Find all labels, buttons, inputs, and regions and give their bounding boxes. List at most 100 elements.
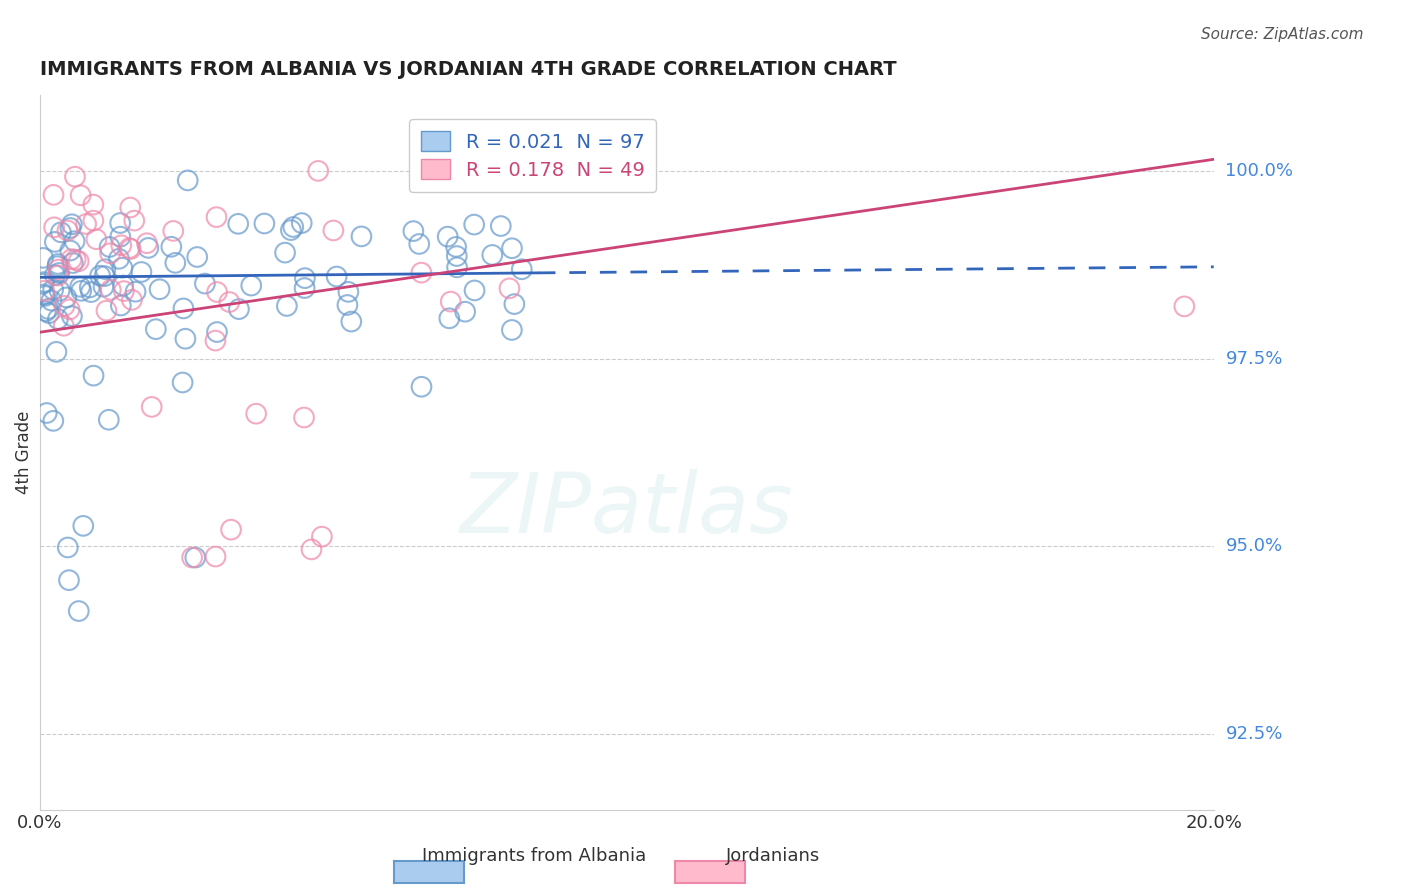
Point <box>181 550 204 565</box>
Point <box>218 295 240 310</box>
Point <box>307 164 329 178</box>
Text: 97.5%: 97.5% <box>1226 350 1282 368</box>
Point <box>98 240 121 254</box>
Point <box>112 284 135 298</box>
Point <box>93 269 115 284</box>
Point <box>69 280 91 294</box>
Point <box>498 281 520 295</box>
Point <box>145 322 167 336</box>
Point <box>121 293 143 307</box>
Point <box>48 266 70 280</box>
Point <box>240 278 263 293</box>
Point <box>226 217 249 231</box>
Point <box>108 216 131 230</box>
Text: Source: ZipAtlas.com: Source: ZipAtlas.com <box>1201 27 1364 42</box>
Point <box>44 235 66 249</box>
Point <box>48 284 70 298</box>
Point <box>439 311 461 326</box>
Text: 92.5%: 92.5% <box>1226 725 1282 743</box>
Point <box>32 284 55 298</box>
Point <box>177 173 200 187</box>
Point <box>59 244 82 258</box>
Point <box>49 225 72 239</box>
Point <box>89 268 111 283</box>
Text: ZIPatlas: ZIPatlas <box>460 469 793 550</box>
Point <box>75 217 97 231</box>
Point <box>294 271 316 285</box>
Point <box>58 302 80 317</box>
Point <box>444 240 467 254</box>
Point <box>46 257 69 271</box>
Point <box>45 344 67 359</box>
Point <box>204 549 226 564</box>
Point <box>31 277 53 291</box>
Point <box>62 256 84 270</box>
Point <box>46 268 69 283</box>
Point <box>46 262 69 277</box>
Point <box>228 302 250 317</box>
Point <box>311 530 333 544</box>
Point <box>283 219 305 234</box>
Text: Immigrants from Albania: Immigrants from Albania <box>422 847 647 865</box>
Point <box>301 542 323 557</box>
Point <box>83 368 105 383</box>
Point <box>34 289 56 303</box>
Point <box>55 290 77 304</box>
Point <box>60 309 83 323</box>
Text: 95.0%: 95.0% <box>1226 538 1282 556</box>
Point <box>110 298 132 312</box>
Point <box>205 285 228 299</box>
Point <box>184 550 207 565</box>
Point <box>63 169 86 184</box>
Point <box>1173 299 1195 313</box>
Point <box>80 285 103 299</box>
Point <box>322 223 344 237</box>
Point <box>510 262 533 277</box>
Point <box>120 242 142 256</box>
Point <box>42 283 65 297</box>
Point <box>110 229 132 244</box>
Point <box>65 252 87 267</box>
Point <box>501 323 523 337</box>
Point <box>122 213 145 227</box>
Point <box>440 294 463 309</box>
Point <box>292 410 315 425</box>
Point <box>411 380 433 394</box>
Point <box>436 229 458 244</box>
Point <box>411 266 433 280</box>
Point <box>32 275 55 289</box>
Point <box>120 201 142 215</box>
Point <box>204 334 226 348</box>
Y-axis label: 4th Grade: 4th Grade <box>15 411 32 494</box>
Point <box>46 259 69 273</box>
Point <box>46 312 69 326</box>
Point <box>165 256 187 270</box>
Text: IMMIGRANTS FROM ALBANIA VS JORDANIAN 4TH GRADE CORRELATION CHART: IMMIGRANTS FROM ALBANIA VS JORDANIAN 4TH… <box>39 60 897 78</box>
Point <box>58 573 80 587</box>
Point <box>37 301 59 316</box>
Point <box>111 260 134 275</box>
Point <box>56 223 79 237</box>
Point <box>294 281 316 295</box>
Point <box>253 217 276 231</box>
Point <box>56 541 79 555</box>
Point <box>69 188 91 202</box>
Point <box>186 250 208 264</box>
Point <box>93 279 115 293</box>
Point <box>280 223 302 237</box>
Point <box>108 252 131 266</box>
Point <box>340 315 363 329</box>
Point <box>79 280 101 294</box>
Point <box>41 293 63 308</box>
Point <box>70 284 93 298</box>
Point <box>162 224 184 238</box>
Point <box>194 277 217 291</box>
Point <box>446 260 468 275</box>
Point <box>402 224 425 238</box>
Point <box>501 241 523 255</box>
Point <box>67 604 90 618</box>
Point <box>72 519 94 533</box>
Point <box>82 197 104 211</box>
Point <box>44 220 66 235</box>
Point <box>96 303 118 318</box>
